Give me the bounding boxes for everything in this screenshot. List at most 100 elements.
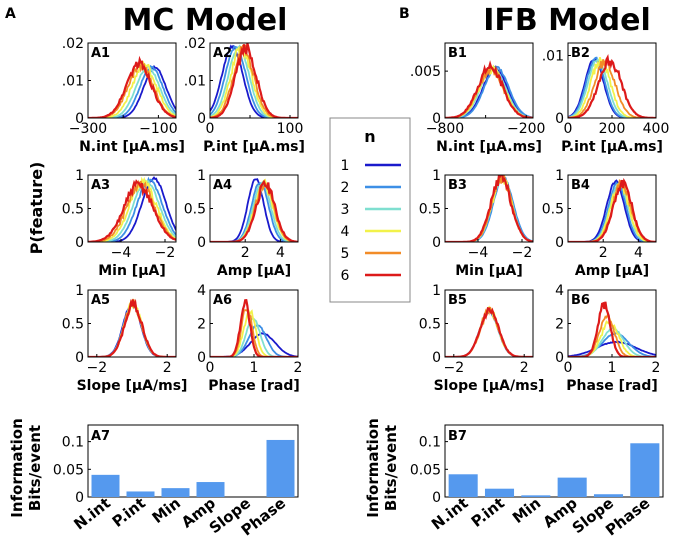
panel-b6: 0 1 2 0 2 4 Phase [rad] B6 bbox=[555, 283, 660, 394]
panel-label: B6 bbox=[571, 293, 590, 308]
panel-label: A5 bbox=[91, 293, 110, 308]
y-tick-label: 0 bbox=[75, 235, 84, 251]
x-tick-label: 0 bbox=[206, 121, 215, 137]
y-tick-label: 0 bbox=[432, 235, 441, 251]
y-tick-label: 1 bbox=[75, 283, 84, 299]
panel-label: B4 bbox=[571, 178, 590, 193]
series-line-n5 bbox=[88, 298, 176, 357]
x-axis-label: N.int [μA.ms] bbox=[79, 139, 185, 155]
y-tick-label: 0.5 bbox=[419, 317, 441, 333]
series-line-n5 bbox=[210, 180, 298, 242]
series-line-n6 bbox=[568, 177, 656, 242]
panel-a6: 0 1 2 0 2 4 Phase [rad] A6 bbox=[197, 283, 302, 394]
y-tick-label: .02 bbox=[184, 36, 206, 52]
axes-frame bbox=[444, 42, 534, 119]
legend-label-4: 4 bbox=[341, 224, 350, 240]
y-tick-label: 1 bbox=[75, 168, 84, 184]
series-line-n1 bbox=[445, 308, 533, 357]
x-tick-label: 2 bbox=[599, 245, 608, 261]
series-line-n5 bbox=[210, 308, 298, 357]
x-tick-label: 2 bbox=[520, 360, 529, 376]
x-axis-label: P.int [μA.ms] bbox=[561, 139, 663, 155]
bar-pint bbox=[126, 491, 155, 497]
x-tick-label: −2 bbox=[512, 245, 533, 261]
y-tick-label: 0 bbox=[75, 350, 84, 366]
x-axis-label: Slope [μA/ms] bbox=[434, 378, 545, 394]
panel-label: A2 bbox=[213, 46, 232, 61]
y-tick-label: .01 bbox=[542, 49, 564, 65]
x-tick-label: −300 bbox=[69, 121, 107, 137]
y-tick-label: 0.5 bbox=[419, 202, 441, 218]
x-tick-label: −2 bbox=[155, 245, 176, 261]
legend-label-2: 2 bbox=[341, 180, 350, 196]
bar-slope bbox=[593, 494, 624, 497]
x-tick-label: 2 bbox=[163, 360, 172, 376]
y-tick-label: .01 bbox=[62, 74, 84, 90]
y-tick-label: 0.05 bbox=[410, 462, 441, 478]
series-line-n4 bbox=[210, 309, 298, 357]
panel-b5: −2 2 0 0.5 1 Slope [μA/ms] B5 bbox=[419, 283, 545, 394]
y-tick-label: 0 bbox=[432, 490, 441, 506]
panel-label: A4 bbox=[213, 178, 232, 193]
x-tick-label: 1 bbox=[250, 360, 259, 376]
panel-label: B1 bbox=[448, 46, 467, 61]
series-group bbox=[568, 177, 656, 242]
x-axis-label: Phase [rad] bbox=[566, 378, 658, 394]
series-line-n6 bbox=[445, 60, 533, 118]
series-line-n2 bbox=[88, 300, 176, 357]
y-tick-label: 0.5 bbox=[62, 317, 84, 333]
y-tick-label: 0 bbox=[555, 350, 564, 366]
x-tick-label: 0 bbox=[206, 360, 215, 376]
series-line-n1 bbox=[568, 57, 656, 118]
series-line-n6 bbox=[568, 54, 656, 118]
series-line-n6 bbox=[88, 55, 176, 118]
series-line-n3 bbox=[210, 44, 298, 118]
y-tick-label: 0.1 bbox=[419, 435, 441, 451]
x-axis-label: Slope [μA/ms] bbox=[77, 378, 188, 394]
x-tick-label: −200 bbox=[507, 121, 545, 137]
series-line-n3 bbox=[210, 180, 298, 242]
x-axis-label: Amp [μA] bbox=[575, 263, 649, 279]
info-label-b-line1: Information bbox=[364, 418, 382, 518]
bar-amp bbox=[196, 482, 225, 497]
series-line-n6 bbox=[88, 298, 176, 357]
series-line-n2 bbox=[568, 56, 656, 118]
y-tick-label: 0 bbox=[432, 111, 441, 127]
series-line-n1 bbox=[88, 64, 176, 118]
series-line-n2 bbox=[445, 175, 533, 242]
bar-min bbox=[521, 495, 551, 497]
x-tick-label: 2 bbox=[241, 245, 250, 261]
bar-phase bbox=[266, 439, 295, 497]
panel-b1: −800 −200 0 .005 N.int [μA.ms] B1 bbox=[410, 42, 545, 155]
x-axis-label: Phase [rad] bbox=[208, 378, 300, 394]
x-axis-label: Amp [μA] bbox=[217, 263, 291, 279]
x-axis-label: Min [μA] bbox=[98, 263, 166, 279]
series-group bbox=[445, 305, 533, 357]
panel-label: A7 bbox=[91, 429, 110, 444]
x-tick-label: 400 bbox=[643, 121, 670, 137]
y-tick-label: 0.5 bbox=[62, 202, 84, 218]
panel-a4: 2 4 0 0.5 1 Amp [μA] A4 bbox=[184, 168, 299, 279]
bar-min bbox=[161, 488, 190, 497]
bar-pint bbox=[484, 488, 515, 497]
panel-b3: −4 −2 0 0.5 1 Min [μA] B3 bbox=[419, 168, 534, 279]
x-tick-label: 4 bbox=[634, 245, 643, 261]
series-group bbox=[445, 60, 533, 118]
x-tick-label: 200 bbox=[599, 121, 626, 137]
y-tick-label: 2 bbox=[197, 317, 206, 333]
legend-label-5: 5 bbox=[341, 246, 350, 262]
panel-label: A1 bbox=[91, 46, 110, 61]
series-group bbox=[88, 298, 176, 357]
series-group bbox=[88, 55, 176, 118]
series-group bbox=[445, 175, 533, 242]
series-line-n4 bbox=[210, 45, 298, 118]
y-tick-label: 0.05 bbox=[53, 462, 84, 478]
y-tick-label: 1 bbox=[432, 283, 441, 299]
y-tick-label: 0 bbox=[75, 111, 84, 127]
panel-b4: 2 4 0 0.5 1 Amp [μA] B4 bbox=[542, 168, 657, 279]
category-label: Min bbox=[509, 494, 544, 527]
y-tick-label: 1 bbox=[197, 168, 206, 184]
